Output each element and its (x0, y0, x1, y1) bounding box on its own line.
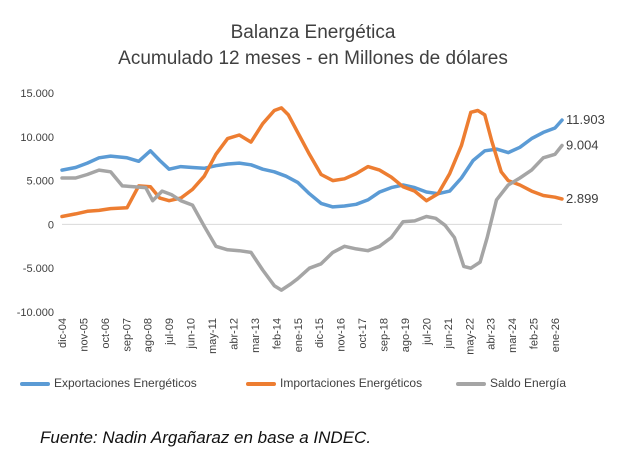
y-tick-label: 0 (48, 219, 54, 231)
x-tick-label: may-22 (464, 318, 476, 355)
x-tick-label: dic-15 (314, 318, 326, 348)
x-tick-label: feb-14 (271, 318, 283, 349)
legend-item-importaciones: Importaciones Energéticos (246, 376, 422, 390)
legend-swatch-exportaciones (20, 381, 50, 386)
legend-swatch-saldo (456, 381, 486, 386)
y-tick-label: 10.000 (20, 132, 54, 144)
end-label: 2.899 (566, 191, 599, 206)
end-labels: 11.903 9.004 2.899 (566, 112, 605, 206)
x-tick-label: sep-07 (121, 318, 133, 352)
end-label: 11.903 (566, 112, 605, 127)
end-label: 9.004 (566, 138, 599, 153)
x-tick-label: ene-15 (293, 318, 305, 352)
y-tick-label: -10.000 (17, 307, 54, 319)
legend-label-saldo: Saldo Energía (490, 376, 567, 390)
legend-item-exportaciones: Exportaciones Energéticos (20, 376, 197, 390)
x-axis: dic-04 nov-05 oct-06 sep-07 ago-08 jul-09 jun-… (57, 318, 562, 355)
y-tick-label: -5.000 (23, 263, 54, 275)
y-tick-label: 15.000 (20, 88, 54, 100)
x-tick-label: nov-16 (336, 318, 348, 352)
x-tick-label: may-11 (207, 318, 219, 354)
x-tick-label: mar-13 (250, 318, 262, 353)
chart-subtitle: Acumulado 12 meses - en Millones de dóla… (118, 48, 508, 69)
legend-label-importaciones: Importaciones Energéticos (280, 376, 423, 390)
x-tick-label: jun-21 (443, 318, 455, 350)
x-tick-label: ago-19 (400, 318, 412, 352)
y-tick-label: 5.000 (26, 176, 54, 188)
x-tick-label: feb-25 (529, 318, 541, 349)
x-tick-label: abr-12 (228, 318, 240, 350)
legend-item-saldo: Saldo Energía (456, 376, 566, 390)
x-tick-label: jul-09 (164, 318, 176, 346)
legend-swatch-importaciones (246, 381, 276, 386)
y-axis: 15.000 10.000 5.000 0 -5.000 -10.000 (17, 88, 54, 319)
x-tick-label: oct-17 (357, 318, 369, 349)
x-tick-label: jun-10 (186, 318, 198, 350)
x-tick-label: jul-20 (421, 318, 433, 346)
x-tick-label: sep-18 (379, 318, 391, 352)
x-tick-label: mar-24 (507, 318, 519, 353)
x-tick-label: oct-06 (100, 318, 112, 349)
x-tick-label: dic-04 (57, 318, 69, 348)
legend-label-exportaciones: Exportaciones Energéticos (54, 376, 197, 390)
series-lines (60, 106, 564, 292)
x-tick-label: abr-23 (486, 318, 498, 350)
x-tick-label: ago-08 (143, 318, 155, 352)
series-line-2 (60, 143, 564, 292)
x-tick-label: ene-26 (550, 318, 562, 352)
series-line-0 (60, 118, 564, 209)
source-note: Fuente: Nadin Argañaraz en base a INDEC. (40, 428, 372, 447)
chart-title: Balanza Energética (230, 22, 396, 43)
x-tick-label: nov-05 (78, 318, 90, 352)
